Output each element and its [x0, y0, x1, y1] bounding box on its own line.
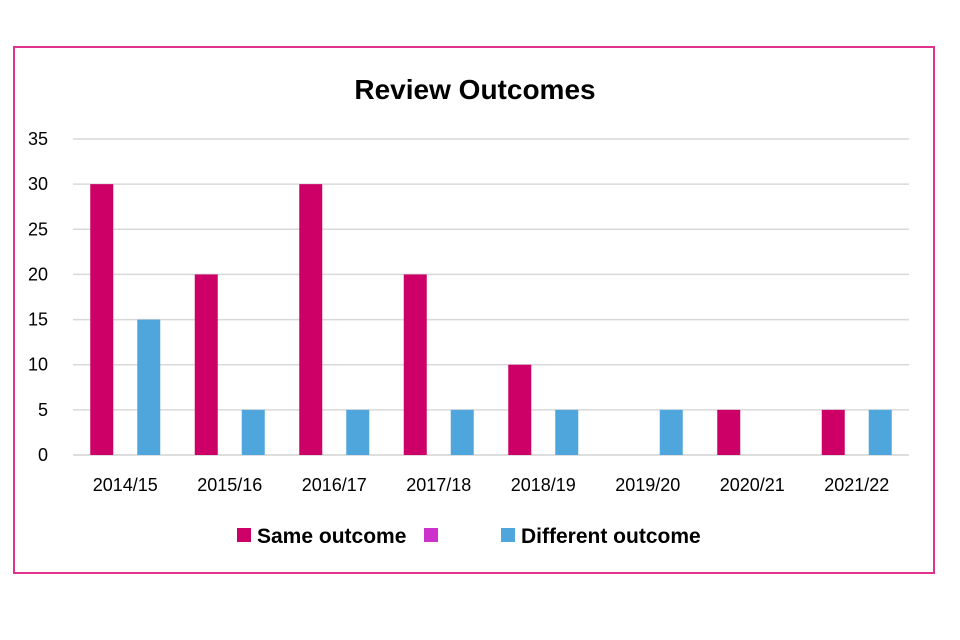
- bar-different-outcome-2016-17: [346, 409, 370, 455]
- legend: Same outcome Different outcome: [237, 525, 701, 548]
- bar-different-outcome-2019-20: [659, 409, 683, 455]
- bar-same-outcome-2021-22: [821, 409, 845, 455]
- x-tick-label: 2015/16: [197, 475, 262, 495]
- bar-same-outcome-2017-18: [403, 274, 427, 455]
- x-tick-label: 2021/22: [824, 475, 889, 495]
- x-tick-label: 2016/17: [302, 475, 367, 495]
- bar-same-outcome-2016-17: [299, 184, 323, 455]
- y-tick-label: 15: [28, 310, 48, 330]
- y-tick-label: 20: [28, 264, 48, 284]
- bar-different-outcome-2014-15: [137, 319, 161, 455]
- y-axis-ticks: 0 5 10 15 20 25 30 35: [28, 129, 48, 465]
- chart-title: Review Outcomes: [354, 74, 595, 105]
- x-tick-label: 2019/20: [615, 475, 680, 495]
- legend-label: Different outcome: [521, 525, 701, 548]
- bar-same-outcome-2015-16: [194, 274, 218, 455]
- y-tick-label: 10: [28, 355, 48, 375]
- bar-different-outcome-2017-18: [450, 409, 474, 455]
- x-tick-label: 2014/15: [93, 475, 158, 495]
- y-tick-label: 0: [38, 445, 48, 465]
- x-tick-label: 2020/21: [720, 475, 785, 495]
- y-tick-label: 25: [28, 219, 48, 239]
- y-tick-label: 35: [28, 129, 48, 149]
- bar-same-outcome-2018-19: [508, 364, 532, 455]
- bars: [90, 184, 892, 455]
- legend-label: Same outcome: [257, 525, 406, 548]
- bar-different-outcome-2015-16: [241, 409, 265, 455]
- bar-same-outcome-2014-15: [90, 184, 114, 455]
- legend-swatch-0: [237, 528, 251, 542]
- y-tick-label: 30: [28, 174, 48, 194]
- legend-swatch-1: [424, 528, 438, 542]
- bar-different-outcome-2021-22: [868, 409, 892, 455]
- x-axis-ticks: 2014/15 2015/16 2016/17 2017/18 2018/19 2019/…: [93, 475, 890, 495]
- y-tick-label: 5: [38, 400, 48, 420]
- legend-swatch-2: [501, 528, 515, 542]
- x-tick-label: 2017/18: [406, 475, 471, 495]
- bar-same-outcome-2020-21: [717, 409, 741, 455]
- x-tick-label: 2018/19: [511, 475, 576, 495]
- chart-frame: [13, 46, 935, 574]
- bar-different-outcome-2018-19: [555, 409, 579, 455]
